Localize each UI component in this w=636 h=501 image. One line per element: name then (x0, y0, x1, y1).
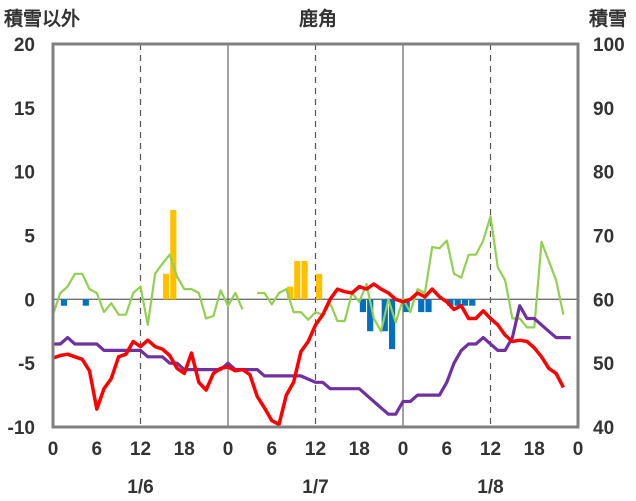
green-line (257, 215, 565, 333)
x-tick-label: 0 (48, 439, 59, 460)
x-tick-label: 6 (91, 439, 102, 460)
orange-bar (316, 273, 323, 300)
bars-layer (60, 209, 476, 350)
blue-bar (82, 299, 89, 306)
x-tick-label: 18 (174, 439, 195, 460)
plot-frame (51, 42, 580, 429)
right-axis-title: 積雪 (589, 7, 627, 30)
orange-bar (301, 261, 308, 300)
right-tick-label: 60 (593, 290, 614, 311)
day-label: 1/8 (477, 477, 503, 498)
orange-bar (294, 261, 301, 300)
grid-lines (53, 44, 578, 427)
blue-bar (388, 299, 396, 350)
right-tick-label: 50 (593, 354, 614, 375)
left-axis-title: 積雪以外 (4, 7, 80, 30)
orange-bar (170, 209, 177, 300)
blue-bar (418, 299, 425, 313)
x-tick-label: 18 (349, 439, 370, 460)
blue-bar (447, 299, 454, 306)
day-label: 1/7 (302, 477, 328, 498)
right-tick-label: 100 (593, 35, 625, 56)
red-line (52, 282, 565, 427)
x-tick-label: 0 (223, 439, 234, 460)
blue-bar (461, 299, 469, 306)
left-tick-label: 5 (24, 227, 35, 248)
orange-bar (286, 286, 294, 300)
blue-bar (60, 299, 68, 306)
left-tick-label: -5 (18, 354, 35, 375)
left-tick-label: -10 (8, 418, 35, 439)
left-tick-label: 0 (24, 290, 35, 311)
blue-bar (367, 299, 374, 332)
purple-line (53, 304, 571, 416)
x-tick-label: 6 (441, 439, 452, 460)
x-tick-label: 12 (305, 439, 326, 460)
left-tick-label: 10 (14, 163, 35, 184)
right-tick-label: 40 (593, 418, 614, 439)
blue-bar (359, 299, 366, 313)
left-tick-label: 20 (14, 35, 35, 56)
x-tick-label: 12 (480, 439, 501, 460)
right-tick-label: 70 (593, 227, 614, 248)
blue-bar (454, 299, 461, 306)
x-tick-label: 12 (130, 439, 151, 460)
right-tick-label: 80 (593, 163, 614, 184)
chart-title: 鹿角 (299, 7, 337, 30)
blue-bar (469, 299, 476, 306)
lines-layer (51, 215, 571, 427)
orange-bar (162, 273, 170, 300)
x-tick-label: 0 (573, 439, 584, 460)
blue-bar (425, 299, 432, 313)
left-tick-label: 15 (14, 99, 36, 120)
day-label: 1/6 (127, 477, 153, 498)
x-tick-label: 6 (266, 439, 277, 460)
x-tick-label: 18 (524, 439, 545, 460)
right-tick-label: 90 (593, 99, 614, 120)
x-tick-label: 0 (398, 439, 409, 460)
green-line (51, 253, 244, 326)
